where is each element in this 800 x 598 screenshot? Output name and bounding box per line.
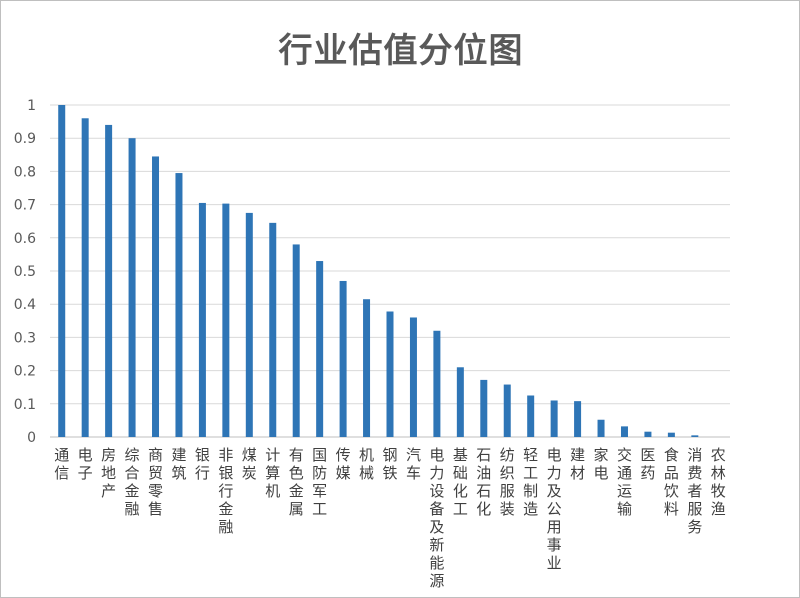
y-tick-label: 0.2 — [14, 364, 36, 380]
x-tick-label: 传媒 — [336, 446, 351, 482]
bar — [480, 379, 488, 437]
bar — [550, 400, 558, 437]
bar — [152, 156, 160, 437]
y-tick-label: 0.6 — [14, 231, 36, 247]
x-tick-label: 纺织服装 — [500, 446, 515, 518]
x-tick-label: 家电 — [594, 446, 609, 482]
x-tick-label: 有色金属 — [289, 446, 304, 518]
bar — [269, 222, 277, 437]
x-tick-label: 通信 — [54, 446, 69, 482]
y-tick-label: 0 — [27, 430, 36, 446]
x-tick-label: 轻工制造 — [523, 446, 538, 518]
x-tick-label: 基础化工 — [453, 446, 468, 518]
x-tick-label: 综合金融 — [125, 446, 140, 518]
x-tick-label: 医药 — [640, 446, 655, 482]
y-tick-label: 0.3 — [14, 330, 36, 346]
y-tick-label: 0.1 — [14, 397, 36, 413]
bar — [339, 280, 347, 437]
x-tick-label: 电子 — [78, 446, 93, 482]
x-tick-label: 石油石化 — [476, 446, 491, 518]
bar — [58, 105, 66, 437]
bar — [292, 244, 300, 437]
x-tick-label: 商贸零售 — [148, 446, 163, 518]
bar — [503, 384, 511, 437]
bar — [175, 173, 183, 437]
bar — [409, 317, 417, 437]
x-tick-label: 电力设备及新能源 — [429, 446, 444, 590]
bar — [81, 118, 89, 437]
x-tick-label: 房地产 — [101, 446, 116, 500]
bar — [691, 435, 699, 437]
x-tick-label: 计算机 — [265, 446, 280, 500]
x-tick-label: 汽车 — [406, 446, 421, 482]
bar — [363, 299, 371, 437]
x-tick-label: 煤炭 — [242, 446, 257, 482]
bar — [245, 212, 253, 437]
bar — [198, 202, 206, 437]
chart-title: 行业估值分位图 — [278, 31, 524, 71]
x-tick-label: 农林牧渔 — [711, 446, 726, 518]
bar — [644, 431, 652, 437]
x-tick-label: 机械 — [359, 446, 374, 482]
bar — [527, 395, 535, 437]
bar — [456, 367, 464, 437]
bar — [597, 419, 605, 437]
x-tick-label: 食品饮料 — [664, 446, 679, 518]
bar — [620, 426, 628, 437]
bar — [574, 401, 582, 437]
x-tick-label: 消费者服务 — [687, 446, 702, 536]
y-tick-label: 0.8 — [14, 164, 36, 180]
bar — [316, 261, 324, 437]
y-tick-label: 0.9 — [14, 131, 36, 147]
x-tick-label: 非银行金融 — [218, 446, 233, 536]
bar — [128, 138, 136, 437]
bar — [667, 432, 675, 437]
bar — [386, 311, 394, 437]
y-tick-label: 1 — [27, 98, 36, 114]
bar — [105, 124, 113, 438]
x-tick-label: 电力及公用事业 — [547, 446, 562, 572]
y-tick-label: 0.5 — [14, 264, 36, 280]
x-tick-label: 建筑 — [171, 446, 186, 482]
x-tick-label: 银行 — [195, 446, 210, 482]
x-tick-label: 交通运输 — [617, 446, 632, 518]
x-tick-label: 建材 — [570, 446, 585, 482]
bar — [222, 203, 230, 437]
y-tick-label: 0.7 — [14, 198, 36, 214]
bar — [433, 330, 441, 437]
x-tick-label: 钢铁 — [382, 446, 397, 482]
y-tick-label: 0.4 — [14, 297, 36, 313]
x-tick-label: 国防军工 — [312, 446, 327, 518]
